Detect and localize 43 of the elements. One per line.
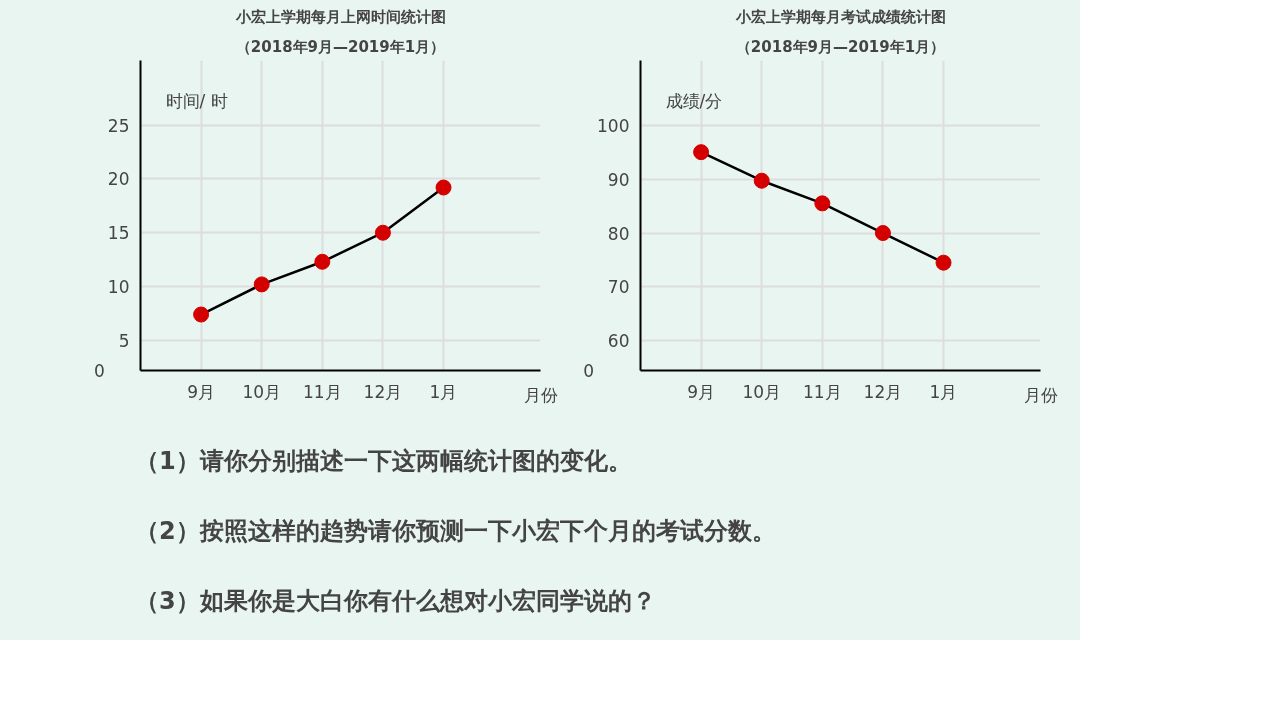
x-tick-label: 11月 [303,381,342,402]
y-tick-label: 15 [107,223,130,244]
y-tick-label: 10 [107,277,130,298]
text: （3）如果你是大白你有什么想对小宏同学说的？ [135,586,656,615]
x-tick-label: 9月 [687,381,716,402]
chart-title: 小宏上学期每月考试成绩统计图 [734,7,946,26]
point [753,172,770,189]
x-tick-label: 11月 [803,381,842,402]
x-tick-label: 12月 [863,381,903,402]
y-tick-label: 5 [118,330,130,351]
point [314,253,331,270]
text: 0 [94,361,105,381]
point [693,144,710,161]
point [253,276,270,293]
x-tick-label: 1月 [429,381,458,402]
point [193,306,210,323]
y-axis-title: 时间/ 时 [165,90,228,111]
y-tick-label: 80 [607,223,630,244]
text: （2）按照这样的趋势请你预测一下小宏下个月的考试分数。 [135,516,776,545]
y-tick-label: 60 [607,331,630,352]
point [935,254,952,271]
x-axis-title: 月份 [1023,384,1058,405]
point [374,224,391,241]
text: 0 [583,361,595,381]
point [814,195,831,212]
y-tick-label: 100 [597,115,630,136]
point [435,179,452,196]
y-tick-label: 20 [107,169,130,190]
x-axis-title: 月份 [523,384,558,405]
x-tick-label: 10月 [242,381,282,402]
y-tick-label: 25 [107,115,130,136]
y-tick-label: 70 [607,277,630,298]
y-tick-label: 90 [607,169,630,190]
chart-subtitle: （2018年9月—2019年1月） [735,37,946,56]
x-tick-label: 9月 [187,381,216,402]
text: （1）请你分别描述一下这两幅统计图的变化。 [135,446,632,475]
point [874,225,891,242]
chart-subtitle: （2018年9月—2019年1月） [235,37,446,56]
chart-title: 小宏上学期每月上网时间统计图 [234,7,446,26]
x-tick-label: 10月 [742,381,782,402]
x-tick-label: 12月 [363,381,403,402]
y-axis-title: 成绩/分 [665,90,723,111]
x-tick-label: 1月 [929,381,958,402]
